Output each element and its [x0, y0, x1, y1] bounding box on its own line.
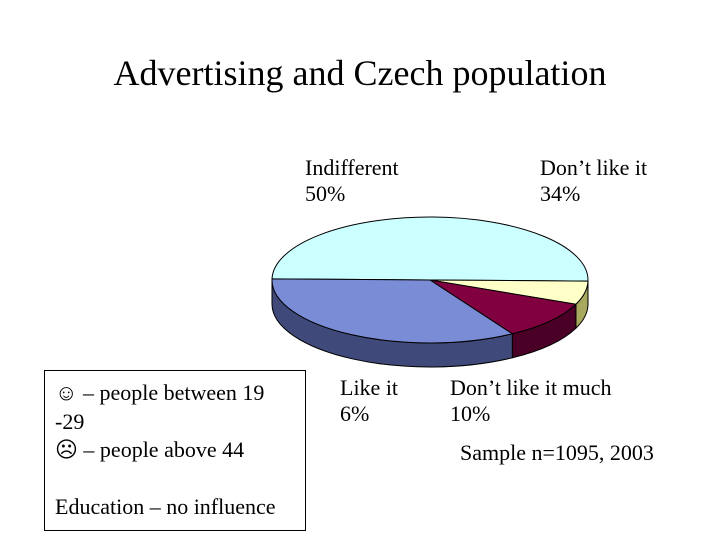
- label-indifferent: Indifferent50%: [305, 155, 399, 208]
- sample-note: Sample n=1095, 2003: [460, 440, 654, 466]
- slide: Advertising and Czech population Indiffe…: [0, 0, 720, 540]
- info-box: ☺ – people between 19 -29☹ – people abov…: [44, 370, 306, 531]
- label-dont-like-much: Don’t like it much10%: [450, 375, 612, 428]
- label-dont-like-it: Don’t like it34%: [540, 155, 647, 208]
- label-like-it: Like it6%: [340, 375, 398, 428]
